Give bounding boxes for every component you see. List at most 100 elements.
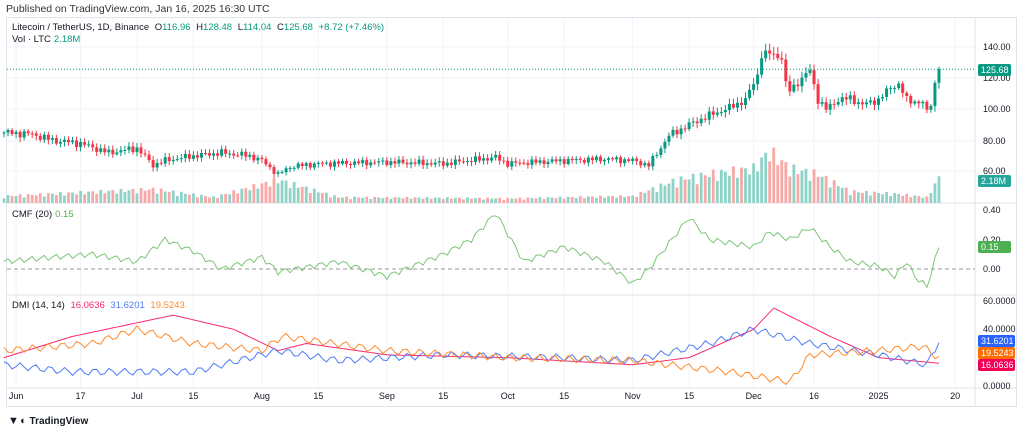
candle-body (933, 82, 937, 107)
volume-bar (171, 190, 175, 203)
candle-body (598, 156, 602, 162)
candle-body (687, 122, 691, 130)
low-label: L (237, 22, 244, 33)
volume-bar (498, 197, 502, 203)
candle-body (320, 162, 324, 164)
volume-bar (707, 177, 711, 203)
volume-bar (792, 164, 796, 203)
candle-body (264, 159, 268, 165)
candle-body (893, 88, 897, 90)
candle-body (723, 110, 727, 113)
volume-bar (103, 193, 107, 203)
volume-bar (139, 187, 143, 203)
candle-body (248, 154, 252, 157)
candle-body (449, 162, 453, 165)
candle-body (34, 133, 38, 136)
volume-bar (578, 196, 582, 203)
candle-body (224, 149, 228, 154)
candle-body (881, 96, 885, 99)
volume-bar (292, 181, 296, 203)
candle-body (478, 156, 482, 161)
volume-bar (54, 194, 58, 203)
dmi-tick: 40.0000 (983, 324, 1016, 334)
volume-bar (897, 194, 901, 203)
volume-bar (873, 191, 876, 203)
time-axis-label: 15 (684, 391, 695, 401)
candle-body (365, 159, 369, 166)
candle-body (429, 163, 433, 165)
candle-body (87, 144, 91, 146)
candle-body (417, 159, 421, 164)
volume-bar (526, 197, 530, 203)
high-value: 128.48 (203, 22, 233, 33)
candle-body (554, 159, 558, 162)
candle-body (836, 102, 840, 105)
candle-body (228, 153, 232, 155)
candle-body (2, 132, 6, 134)
candle-body (381, 160, 385, 162)
candle-body (647, 163, 651, 167)
tradingview-logo[interactable]: ▼◖ TradingView (8, 415, 88, 427)
volume-bar (393, 197, 397, 203)
cmf-legend: CMF (20) 0.15 (12, 209, 77, 220)
candle-body (744, 98, 748, 106)
candle-body (868, 100, 872, 103)
candle-body (877, 98, 881, 105)
candle-body (115, 152, 119, 155)
candle-body (824, 102, 828, 110)
candle-body (703, 118, 707, 120)
volume-bar (91, 191, 95, 203)
candle-body (465, 161, 469, 163)
volume-bar (385, 196, 389, 203)
candle-body (534, 159, 538, 163)
candle-body (58, 141, 62, 144)
volume-bar (683, 179, 687, 203)
candle-body (558, 159, 562, 162)
candle-body (260, 157, 264, 160)
volume-bar (607, 196, 610, 203)
volume-bar (788, 176, 792, 203)
volume-bar (365, 196, 369, 203)
volume-bar (590, 196, 594, 203)
candle-body (324, 162, 328, 164)
candle-body (828, 103, 832, 110)
chart-frame[interactable] (6, 17, 1017, 407)
candle-body (594, 156, 598, 161)
volume-bar (316, 192, 320, 203)
candle-body (280, 172, 284, 174)
candle-body (66, 139, 70, 143)
candle-body (756, 74, 760, 85)
candle-body (461, 161, 465, 163)
volume-bar (115, 193, 119, 203)
dmi-value-1: 16.0636 (70, 300, 105, 311)
volume-bar (272, 177, 276, 203)
volume-bar (167, 191, 171, 203)
candle-body (772, 53, 776, 55)
candle-body (562, 159, 566, 165)
candle-body (441, 161, 445, 166)
time-axis-label: 17 (75, 391, 86, 401)
candle-body (276, 172, 280, 174)
volume-legend: Vol · LTC 2.18M (12, 34, 83, 45)
volume-bar (828, 187, 832, 203)
volume-bar (796, 174, 800, 203)
volume-bar (268, 186, 272, 203)
candle-body (566, 158, 570, 165)
candle-body (99, 148, 103, 152)
candle-body (369, 162, 373, 166)
candle-body (236, 155, 240, 157)
candle-body (623, 159, 627, 164)
volume-bar (566, 196, 570, 203)
volume-bar (844, 187, 848, 203)
candle-body (715, 112, 719, 115)
volume-bar (506, 197, 510, 203)
symbol-title: Litecoin / TetherUS, 1D, Binance (12, 22, 150, 33)
candle-body (179, 158, 183, 160)
volume-bar (865, 190, 868, 203)
candle-body (578, 158, 582, 160)
time-axis-label: Jun (8, 391, 24, 401)
volume-bar (691, 173, 695, 203)
volume-bar (558, 196, 562, 203)
volume-bar (462, 199, 465, 203)
